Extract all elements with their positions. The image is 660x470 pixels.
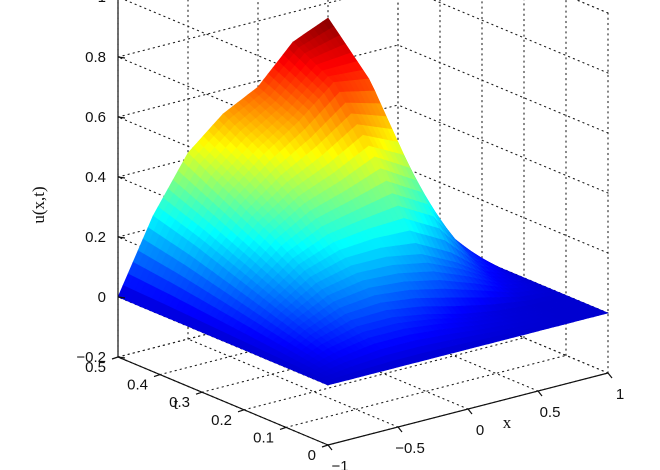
x-axis-label: x <box>503 413 512 432</box>
grid-line <box>327 302 539 392</box>
z-tick-mark <box>117 356 126 359</box>
t-tick-mark <box>237 409 245 413</box>
t-axis-line <box>117 356 329 446</box>
grid-line <box>397 44 609 134</box>
x-tick-label: 1 <box>616 386 624 403</box>
axes <box>111 0 613 451</box>
x-tick-mark <box>397 426 403 433</box>
t-tick-label: 0.3 <box>169 394 190 411</box>
x-tick-label: −1 <box>331 458 348 470</box>
t-tick-label: 0 <box>308 447 316 464</box>
z-tick-label: 0.6 <box>85 109 106 126</box>
z-tick-mark <box>117 116 126 119</box>
t-tick-label: 0.1 <box>253 429 274 446</box>
t-tick-mark <box>195 391 203 395</box>
grid-line <box>397 164 609 254</box>
z-tick-label: 0.2 <box>85 229 106 246</box>
z-tick-label: 0 <box>98 289 106 306</box>
grid-line <box>187 338 399 428</box>
x-tick-mark <box>537 390 543 397</box>
grid-line <box>285 354 567 428</box>
z-tick-label: 0.4 <box>85 169 106 186</box>
x-tick-label: −0.5 <box>395 440 425 457</box>
grid-line <box>257 320 469 410</box>
t-tick-mark <box>111 356 119 360</box>
t-tick-mark <box>153 374 161 378</box>
t-tick-label: 0.5 <box>85 359 106 376</box>
grid-line <box>243 337 525 411</box>
z-tick-mark <box>117 176 126 179</box>
z-tick-mark <box>117 236 126 239</box>
x-tick-label: 0 <box>476 422 484 439</box>
x-tick-mark <box>607 372 613 379</box>
surface <box>117 17 609 386</box>
tick-labels: −1−0.500.5100.10.20.30.40.5−0.200.20.40.… <box>76 0 624 470</box>
x-tick-label: 0.5 <box>540 404 561 421</box>
z-tick-label: 0.8 <box>85 49 106 66</box>
t-tick-mark <box>321 444 329 448</box>
z-tick-label: −0.2 <box>76 349 106 366</box>
z-axis-label: u(x,t) <box>29 186 48 223</box>
z-tick-mark <box>117 56 126 59</box>
surface-patch <box>321 380 334 386</box>
z-tick-label: 1 <box>98 0 106 6</box>
grid-line <box>575 0 609 14</box>
x-tick-mark <box>327 444 333 451</box>
x-tick-mark <box>467 408 473 415</box>
grid-line <box>575 0 609 14</box>
grid-line <box>432 0 609 74</box>
t-tick-mark <box>279 426 287 430</box>
grid-line <box>117 0 342 58</box>
t-tick-label: 0.4 <box>127 377 148 394</box>
grid-line <box>397 104 609 194</box>
t-axis-label: t <box>174 394 179 413</box>
z-tick-mark <box>117 296 126 299</box>
t-tick-label: 0.2 <box>211 412 232 429</box>
grid-line <box>397 284 609 374</box>
